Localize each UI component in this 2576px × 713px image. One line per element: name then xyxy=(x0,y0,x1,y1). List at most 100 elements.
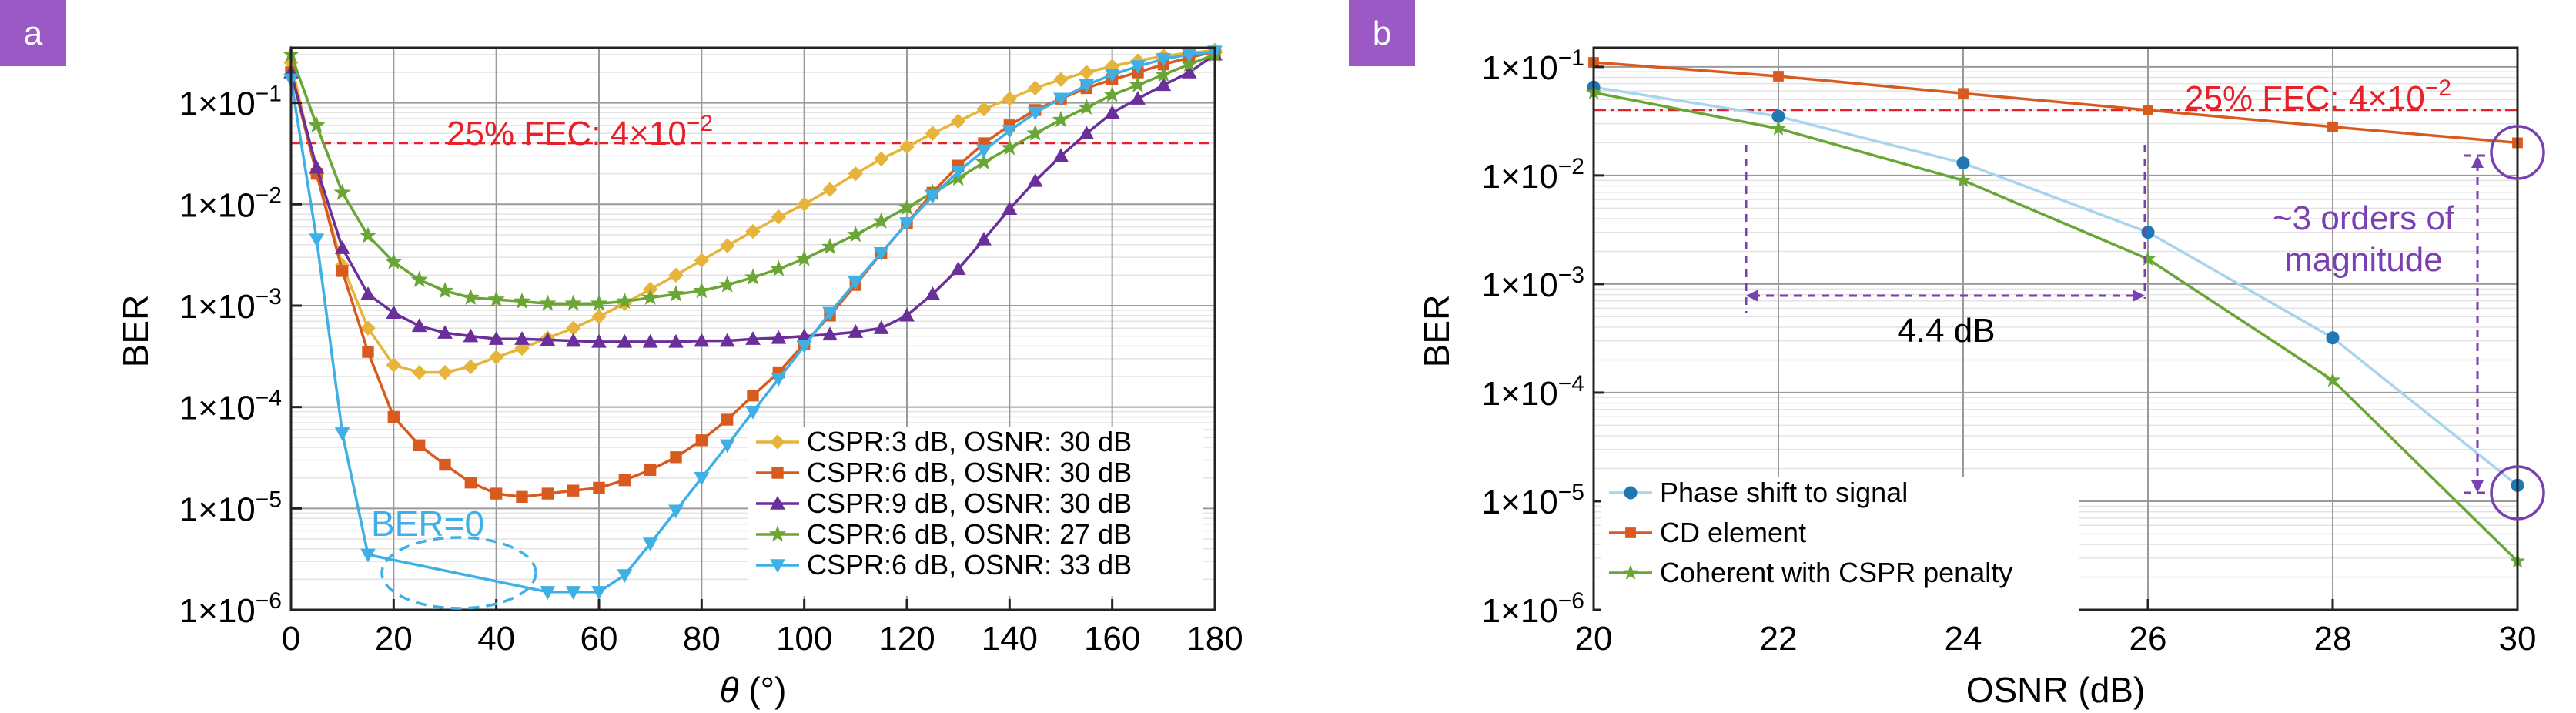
data-point xyxy=(308,116,326,133)
x-tick-label: 100 xyxy=(776,620,832,658)
data-point xyxy=(593,481,605,494)
data-point xyxy=(1078,98,1096,115)
data-point xyxy=(1053,72,1069,88)
legend-background xyxy=(1601,477,2079,613)
data-point xyxy=(873,247,889,261)
data-point xyxy=(463,328,479,343)
legend-entry: CSPR:6 dB, OSNR: 27 dB xyxy=(756,518,1132,550)
data-point xyxy=(950,113,966,129)
x-tick-label: 140 xyxy=(982,620,1038,658)
series-line xyxy=(289,49,1216,374)
series-line xyxy=(289,53,1216,343)
y-tick-label: 1×10−1 xyxy=(179,82,282,123)
data-point xyxy=(747,389,759,402)
data-point xyxy=(333,183,351,200)
data-point xyxy=(334,240,350,254)
orders-arrowhead-top xyxy=(2471,156,2484,168)
data-point xyxy=(362,346,374,358)
data-point xyxy=(413,439,426,451)
panel-a-y-ticks: 1×10−11×10−21×10−31×10−41×10−51×10−6 xyxy=(179,82,302,630)
x-tick-label: 24 xyxy=(1945,620,1982,658)
y-tick-exponent: −6 xyxy=(256,588,282,614)
data-point xyxy=(359,226,377,243)
data-point xyxy=(644,464,657,476)
y-tick-label: 1×10−4 xyxy=(1482,371,1584,413)
data-point xyxy=(387,410,400,423)
data-point xyxy=(694,333,710,347)
data-point xyxy=(847,226,865,243)
legend-marker xyxy=(771,467,784,479)
data-point xyxy=(1002,91,1018,106)
data-point xyxy=(565,320,581,336)
data-point xyxy=(1026,124,1044,141)
data-point xyxy=(1771,109,1785,123)
legend-entry: CSPR:6 dB, OSNR: 33 dB xyxy=(756,549,1132,581)
y-tick-exponent: −1 xyxy=(1558,45,1584,71)
data-point xyxy=(641,288,659,306)
x-axis-unit: (°) xyxy=(739,670,787,710)
data-point xyxy=(1027,106,1043,121)
panel-b-y-ticks: 1×10−11×10−21×10−31×10−41×10−51×10−6 xyxy=(1482,45,1604,630)
legend-entry: Coherent with CSPR penalty xyxy=(1609,557,2012,588)
theta-symbol: θ xyxy=(720,670,739,710)
data-point xyxy=(2139,250,2156,266)
y-tick-exponent: −4 xyxy=(256,386,282,411)
panel-b-grid xyxy=(1593,48,2518,611)
db-gap-annotation xyxy=(1745,145,2146,313)
y-tick-mantissa: 1×10 xyxy=(179,186,256,224)
orders-label-line1: ~3 orders of xyxy=(2273,199,2455,237)
data-point xyxy=(744,268,762,285)
data-point xyxy=(822,182,838,197)
x-tick-label: 0 xyxy=(282,620,300,658)
y-tick-mantissa: 1×10 xyxy=(1482,592,1558,630)
data-point xyxy=(1955,172,1972,187)
legend-marker xyxy=(768,525,787,542)
data-point xyxy=(309,159,325,174)
data-point xyxy=(411,364,427,380)
panel-b-label: b xyxy=(1373,15,1391,52)
y-tick-exponent: −4 xyxy=(1558,371,1584,397)
y-tick-mantissa: 1×10 xyxy=(179,490,256,528)
data-point xyxy=(565,586,581,600)
data-point xyxy=(386,305,402,319)
data-point xyxy=(591,333,607,348)
data-point xyxy=(1027,80,1043,96)
data-point xyxy=(976,101,992,117)
data-point xyxy=(1770,120,1787,136)
data-point xyxy=(642,537,658,552)
legend-label: CSPR:9 dB, OSNR: 30 dB xyxy=(807,487,1132,519)
data-point xyxy=(2326,331,2340,345)
x-tick-label: 28 xyxy=(2314,620,2352,658)
legend-background xyxy=(748,427,1203,596)
data-point xyxy=(899,217,915,231)
data-point xyxy=(745,331,761,345)
y-tick-mantissa: 1×10 xyxy=(179,288,256,326)
y-tick-label: 1×10−4 xyxy=(179,386,282,427)
data-point xyxy=(693,281,711,299)
legend-entry: Phase shift to signal xyxy=(1609,477,1908,508)
fec-label-text: 25% FEC: 4×10 xyxy=(447,115,687,152)
data-point xyxy=(1104,105,1120,119)
y-tick-mantissa: 1×10 xyxy=(1482,375,1558,413)
data-point xyxy=(1155,65,1173,82)
y-tick-exponent: −5 xyxy=(1558,480,1584,505)
legend-label: Coherent with CSPR penalty xyxy=(1660,557,2012,588)
panel-a-label: a xyxy=(24,15,43,52)
data-point xyxy=(385,253,403,269)
data-point xyxy=(873,320,889,334)
y-tick-exponent: −5 xyxy=(256,487,282,512)
series-cspr-6-db-osnr-33-db xyxy=(283,45,1223,600)
data-point xyxy=(436,281,454,299)
data-point xyxy=(950,261,966,276)
data-point xyxy=(925,190,941,204)
y-tick-label: 1×10−3 xyxy=(179,284,282,326)
panel-b-x-axis-label: OSNR (dB) xyxy=(1966,670,2146,710)
legend-entry: CSPR:3 dB, OSNR: 30 dB xyxy=(756,426,1132,457)
data-point xyxy=(567,484,580,497)
ber0-ellipse xyxy=(380,536,537,610)
data-point xyxy=(796,196,812,213)
data-point xyxy=(309,233,325,248)
data-point xyxy=(976,231,992,246)
data-point xyxy=(1956,156,1970,170)
